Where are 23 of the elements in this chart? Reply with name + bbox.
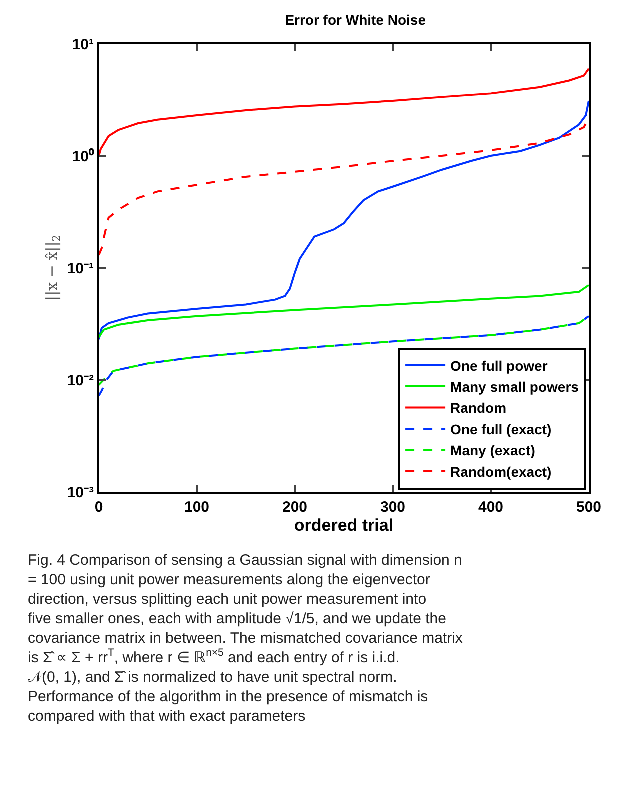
x-tick-label: 100 — [184, 499, 210, 516]
x-tick-label: 0 — [94, 499, 104, 516]
x-tick-label: 300 — [380, 499, 406, 516]
line-series — [99, 68, 589, 157]
legend-label: One full power — [450, 358, 548, 374]
legend-label: Many (exact) — [450, 442, 536, 459]
chart-title: Error for White Noise — [285, 12, 426, 28]
legend-label: Many small powers — [450, 379, 580, 396]
y-tick-label: 10⁰ — [72, 147, 95, 166]
x-tick-label: 200 — [282, 499, 308, 516]
y-tick-label: 10⁻³ — [67, 484, 94, 502]
text: Fig. 4 Comparison of sensing a Gaussian signal with dimension n = 100 using unit power measurements along the eigenvector direction, versus splitting each unit power measurement into five smaller ones, each with amplitude √1/5, and we update the covariance matrix in between. The mismatched covariance matrix is Σ̂ ∝ Σ + rr$^{T}$, where r ∈ ℝ$^{n×5}$ and each entry of r is i.i.d. 𝒩(0, 1), and Σ̂ is normalized to have unit spectral norm. Performance of the algorithm in the presence of mismatch is compared with that with exact parameters — [28, 552, 463, 725]
line-series — [99, 284, 589, 338]
legend-label: Random(exact) — [450, 464, 552, 480]
y-tick-label: 10⁻¹ — [67, 260, 94, 278]
y-tick-label: 10¹ — [72, 36, 94, 54]
x-tick-label: 400 — [478, 499, 504, 516]
y-tick-label: 10⁻² — [67, 372, 94, 390]
x-axis-title: ordered trial — [294, 516, 394, 535]
legend-label: Random — [450, 400, 507, 416]
x-tick-label: 500 — [576, 499, 602, 516]
legend-label: One full (exact) — [450, 421, 552, 438]
line-series — [99, 100, 589, 340]
